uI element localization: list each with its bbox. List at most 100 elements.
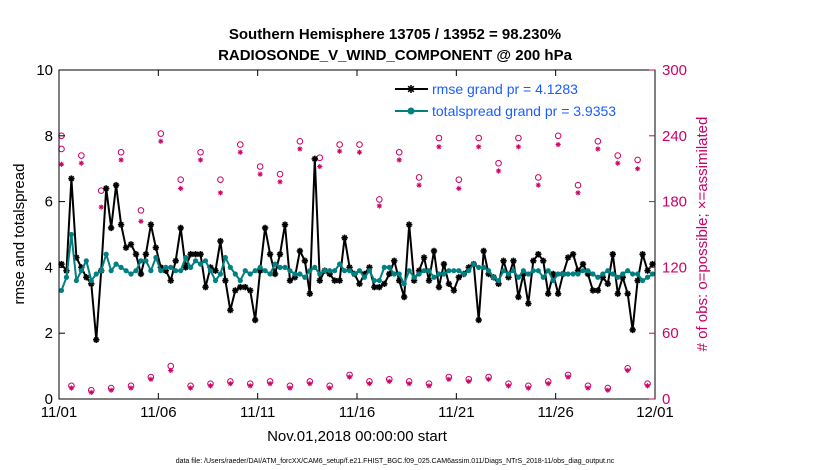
x-tick-label: 11/06 <box>140 404 176 421</box>
totalspread-point <box>535 268 541 274</box>
rmse-point <box>540 257 547 265</box>
totalspread-point <box>197 261 204 267</box>
totalspread-point <box>525 271 531 277</box>
legend-marker-rmse-glyph <box>407 85 415 93</box>
totalspread-point <box>287 268 293 274</box>
rmse-point <box>232 287 239 294</box>
totalspread-point <box>217 271 224 277</box>
obs-possible-point <box>336 141 343 148</box>
rmse-point <box>604 280 612 288</box>
chart-subtitle: RADIOSONDE_V_WIND_COMPONENT @ 200 hPa <box>218 47 573 64</box>
totalspread-point <box>207 268 214 274</box>
rmse-point <box>579 260 587 268</box>
totalspread-point <box>242 268 248 274</box>
obs-possible-point <box>177 176 184 183</box>
obs-assimilated-point <box>138 218 144 224</box>
rmse-point <box>510 257 517 265</box>
rmse-point <box>356 280 363 288</box>
rmse-point <box>107 224 115 232</box>
totalspread-point <box>530 268 536 274</box>
totalspread-point <box>83 258 89 264</box>
obs-assimilated-point <box>466 378 472 385</box>
obs-possible-point <box>117 148 125 156</box>
obs-assimilated-point <box>168 367 174 374</box>
rmse-point <box>564 254 572 261</box>
plot-area <box>58 130 656 396</box>
obs-possible-point <box>256 163 264 170</box>
totalspread-point <box>495 277 502 284</box>
rmse-point <box>420 254 428 261</box>
rmse-point <box>569 251 577 258</box>
totalspread-point <box>500 268 507 274</box>
rmse-point <box>445 280 453 288</box>
x-tick-label: 11/11 <box>240 404 275 421</box>
rmse-point <box>132 251 140 258</box>
totalspread-point <box>436 271 442 277</box>
rmse-point <box>167 277 174 284</box>
rmse-point <box>639 251 646 258</box>
y2-tick-label: 180 <box>662 194 687 211</box>
totalspread-point <box>515 274 522 280</box>
totalspread-point <box>406 268 412 274</box>
obs-assimilated-point <box>277 179 283 185</box>
totalspread-point <box>138 258 144 264</box>
totalspread-point <box>232 271 238 277</box>
obs-possible-point <box>574 181 582 189</box>
y2-tick-label: 240 <box>662 128 687 145</box>
obs-assimilated-point <box>605 387 611 393</box>
obs-assimilated-point <box>68 385 75 391</box>
obs-possible-point <box>296 137 304 145</box>
totalspread-point <box>178 268 184 274</box>
obs-assimilated-point <box>535 182 541 188</box>
obs-assimilated-point <box>635 166 641 172</box>
totalspread-point <box>580 268 586 274</box>
obs-assimilated-point <box>486 376 492 382</box>
totalspread-point <box>153 254 159 261</box>
totalspread-point <box>118 264 124 270</box>
totalspread-point <box>476 264 482 270</box>
obs-assimilated-point <box>446 376 452 382</box>
obs-assimilated-point <box>188 385 194 391</box>
rmse-point <box>266 251 274 258</box>
obs-assimilated-point <box>436 144 442 150</box>
y-axis-label: rmse and totalspread <box>11 164 28 305</box>
obs-assimilated-point <box>505 383 512 389</box>
y-axis-right: 0 60 120 180 240 300 <box>649 62 687 408</box>
totalspread-point <box>421 268 427 274</box>
x-axis: 11/01 11/06 11/11 11/16 11/21 11/26 12/01 <box>41 70 674 421</box>
rmse-point <box>296 247 304 255</box>
rmse-point <box>217 237 224 245</box>
rmse-point <box>177 224 184 232</box>
obs-possible-point <box>634 156 641 164</box>
totalspread-point <box>133 268 139 274</box>
totalspread-point <box>396 271 402 277</box>
totalspread-point <box>317 271 323 277</box>
rmse-point <box>202 283 209 291</box>
obs-assimilated-point <box>615 160 621 166</box>
rmse-point <box>400 293 408 301</box>
rmse-point <box>301 257 309 265</box>
rmse-point <box>455 274 463 281</box>
obs-possible-point <box>554 132 562 140</box>
totalspread-point <box>78 268 84 274</box>
rmse-point <box>440 260 448 268</box>
totalspread-point <box>620 271 626 277</box>
totalspread-point <box>192 258 199 264</box>
legend-marker-totalspread <box>407 107 415 115</box>
obs-assimilated-point <box>217 190 224 196</box>
totalspread-point <box>431 274 437 280</box>
obs-assimilated-point <box>207 383 214 389</box>
obs-assimilated-point <box>525 385 531 391</box>
rmse-point <box>554 290 562 297</box>
legend-marker-rmse <box>407 85 415 93</box>
obs-assimilated-point <box>575 190 581 196</box>
totalspread-point <box>123 268 129 274</box>
rmse-point <box>336 277 343 284</box>
rmse-point <box>152 244 160 251</box>
rmse-point <box>475 316 482 324</box>
obs-assimilated-point <box>356 149 363 155</box>
obs-assimilated-point <box>585 385 591 391</box>
rmse-point <box>341 234 348 241</box>
totalspread-point <box>416 271 422 277</box>
